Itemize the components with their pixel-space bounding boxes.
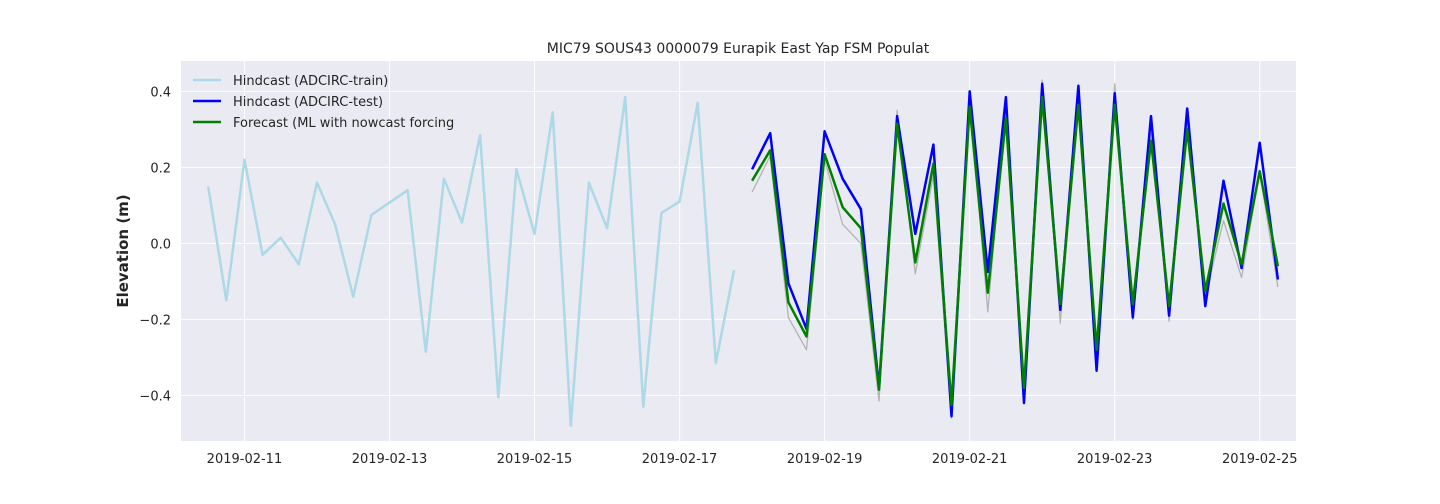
legend-label: Hindcast (ADCIRC-train) [233, 74, 388, 89]
x-tick-label: 2019-02-21 [932, 452, 1008, 467]
plot-area-background [181, 61, 1296, 441]
series-line-2 [751, 95, 1280, 407]
x-tick-label: 2019-02-19 [787, 452, 863, 467]
x-axis-ticks: 2019-02-11 2019-02-13 2019-02-15 2019-02-17… [207, 452, 1298, 467]
series-line-0 [206, 95, 736, 428]
chart-title: MIC79 SOUS43 0000079 Eurapik East Yap FS… [547, 41, 930, 57]
x-tick-label: 2019-02-15 [497, 452, 573, 467]
legend-label: Forecast (ML with nowcast forcing [233, 116, 454, 131]
series-lines [206, 79, 1280, 428]
y-axis-label: Elevation (m) [114, 194, 132, 307]
y-tick-label: 0.2 [150, 161, 171, 176]
legend-label: Hindcast (ADCIRC-test) [233, 95, 383, 110]
x-tick-label: 2019-02-11 [207, 452, 283, 467]
y-axis-ticks: −0.4 −0.2 0.0 0.2 0.4 [139, 85, 171, 404]
x-tick-label: 2019-02-17 [642, 452, 718, 467]
y-tick-label: 0.0 [150, 237, 171, 252]
y-tick-label: 0.4 [150, 85, 171, 100]
x-tick-label: 2019-02-23 [1077, 452, 1153, 467]
legend: Hindcast (ADCIRC-train) Hindcast (ADCIRC-… [193, 74, 454, 131]
y-tick-label: −0.4 [139, 389, 171, 404]
y-tick-label: −0.2 [139, 313, 171, 328]
x-tick-label: 2019-02-25 [1222, 452, 1298, 467]
x-tick-label: 2019-02-13 [352, 452, 428, 467]
